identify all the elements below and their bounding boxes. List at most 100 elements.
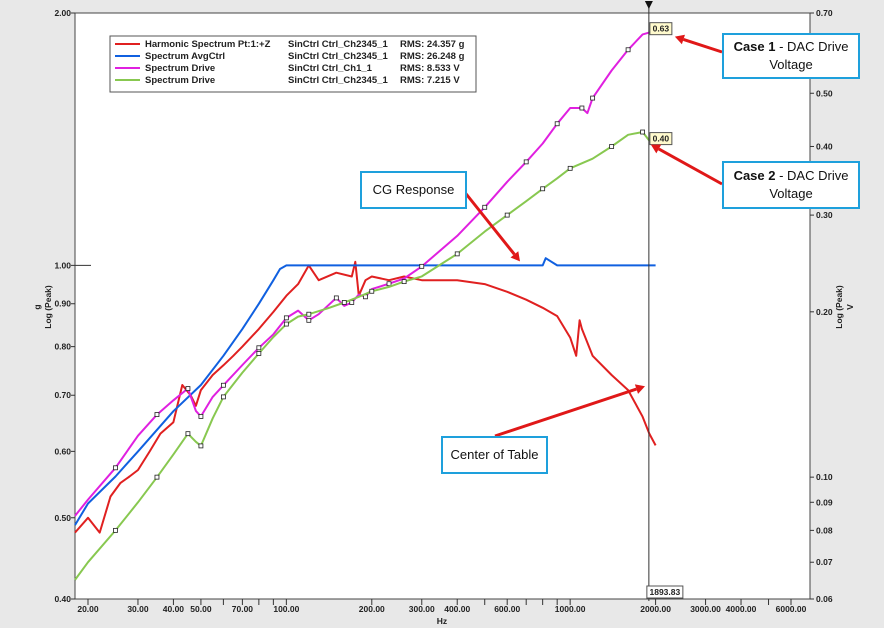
series-point-4 (154, 474, 160, 480)
legend-channel: SinCtrl Ctrl_Ch1_1 (288, 63, 373, 74)
series-point-3 (482, 204, 488, 210)
series-point-4 (113, 527, 118, 533)
series-point-4 (504, 212, 510, 218)
legend-name: Spectrum AvgCtrl (145, 51, 225, 62)
legend-name: Harmonic Spectrum Pt:1:+Z (145, 39, 271, 50)
series-point-4 (567, 165, 573, 171)
arrow-line-3 (461, 189, 516, 256)
legend-channel: SinCtrl Ctrl_Ch2345_1 (288, 51, 389, 62)
series-point-3 (333, 295, 339, 301)
y2-tick-label: 0.30 (816, 210, 833, 220)
y2-tick-label: 0.09 (816, 497, 833, 507)
series-point-4 (306, 311, 312, 317)
series-point-4 (256, 351, 262, 356)
callout-center-of-table: Center of Table (441, 436, 548, 474)
arrowhead-icon (510, 251, 520, 262)
callout-case2-bold: Case 2 (733, 168, 776, 183)
cursor-x-box (646, 585, 684, 599)
x-tick-label: 300.00 (409, 604, 435, 614)
series-point-4 (283, 321, 289, 327)
series-point-3 (306, 317, 312, 323)
series-point-3 (113, 465, 118, 471)
series-line-1 (74, 260, 657, 534)
y2-tick-label: 0.70 (816, 8, 833, 18)
x-tick-label: 2000.00 (640, 604, 671, 614)
x-tick-label: 4000.00 (726, 604, 757, 614)
y-tick-label: 0.50 (54, 513, 71, 523)
x-tick-label: 100.00 (273, 604, 299, 614)
series-point-3 (419, 263, 425, 269)
callout-case1: Case 1 - DAC Drive Voltage (722, 33, 860, 79)
series-point-3 (198, 414, 204, 419)
callout-case1-rest: - DAC Drive (775, 39, 849, 54)
cursor-handle-icon (644, 1, 653, 9)
x-tick-label: 70.00 (232, 604, 254, 614)
y-axis-title-line2: Log (Peak) (43, 285, 53, 329)
series-point-3 (579, 105, 585, 111)
series-point-4 (185, 431, 191, 437)
series-layer (74, 28, 658, 581)
cursor-layer[interactable]: 1893.83 0.63 0.40 (644, 1, 684, 601)
plot-area (74, 12, 811, 600)
x-tick-label: 50.00 (190, 604, 212, 614)
series-point-4 (540, 186, 546, 192)
series-line-2 (74, 257, 656, 526)
series-point-3 (220, 382, 226, 388)
y-axis-title-line1: g (32, 304, 42, 309)
callout-case1-line2: Voltage (769, 57, 813, 72)
series-point-3 (625, 47, 631, 53)
cursor-value-label: 0.40 (653, 134, 670, 144)
callout-case2-line1: Case 2 - DAC Drive (724, 167, 858, 185)
y-tick-label: 0.40 (54, 594, 71, 604)
callout-cg-response-text: CG Response (372, 182, 455, 197)
legend-rms: RMS: 24.357 g (400, 39, 465, 50)
arrowhead-icon (634, 384, 645, 394)
x-tick-label: 600.00 (494, 604, 520, 614)
legend-rms: RMS: 7.215 V (400, 75, 460, 86)
y-tick-label: 1.00 (54, 260, 71, 270)
legend-rms: RMS: 8.533 V (400, 63, 460, 74)
y2-tick-label: 0.06 (816, 594, 833, 604)
legend-name: Spectrum Drive (145, 75, 215, 86)
series-point-4 (609, 144, 615, 149)
y-tick-label: 0.70 (54, 390, 71, 400)
series-point-4 (401, 279, 407, 285)
legend-channel: SinCtrl Ctrl_Ch2345_1 (288, 39, 389, 50)
y2-tick-label: 0.10 (816, 472, 833, 482)
series-point-3 (590, 95, 596, 101)
y2-tick-label: 0.40 (816, 141, 833, 151)
series-point-4 (640, 129, 646, 135)
legend-rms: RMS: 26.248 g (400, 51, 465, 62)
series-point-4 (369, 288, 375, 294)
y2-axis-title-line2: V (845, 304, 855, 310)
x-tick-label: 1000.00 (555, 604, 586, 614)
x-tick-label: 3000.00 (690, 604, 721, 614)
series-point-3 (523, 159, 529, 165)
callout-case2: Case 2 - DAC Drive Voltage (722, 161, 860, 209)
y2-tick-label: 0.08 (816, 525, 833, 535)
x-tick-label: 30.00 (127, 604, 149, 614)
y-tick-label: 2.00 (54, 8, 71, 18)
legend: Harmonic Spectrum Pt:1:+Z SinCtrl Ctrl_Ch… (109, 35, 477, 93)
arrowhead-icon (650, 144, 662, 154)
y2-tick-label: 0.50 (816, 88, 833, 98)
arrowhead-icon (674, 34, 685, 45)
cursor-value-label: 0.63 (653, 24, 670, 34)
series-point-3 (283, 315, 289, 321)
arrow-line-4 (494, 387, 637, 438)
series-point-4 (341, 300, 347, 305)
cursor-value-box (649, 22, 673, 36)
arrow-line-2 (658, 147, 723, 186)
y2-tick-label: 0.20 (816, 307, 833, 317)
callout-case1-bold: Case 1 (733, 39, 776, 54)
y-tick-label: 0.90 (54, 299, 71, 309)
series-point-3 (554, 121, 560, 127)
x-tick-label: 200.00 (359, 604, 385, 614)
y2-tick-label: 0.07 (816, 557, 833, 567)
series-point-4 (198, 443, 204, 449)
arrow-line-1 (682, 38, 723, 54)
callout-cg-response: CG Response (360, 171, 467, 209)
legend-box (109, 35, 477, 93)
y-tick-label: 0.80 (54, 342, 71, 352)
